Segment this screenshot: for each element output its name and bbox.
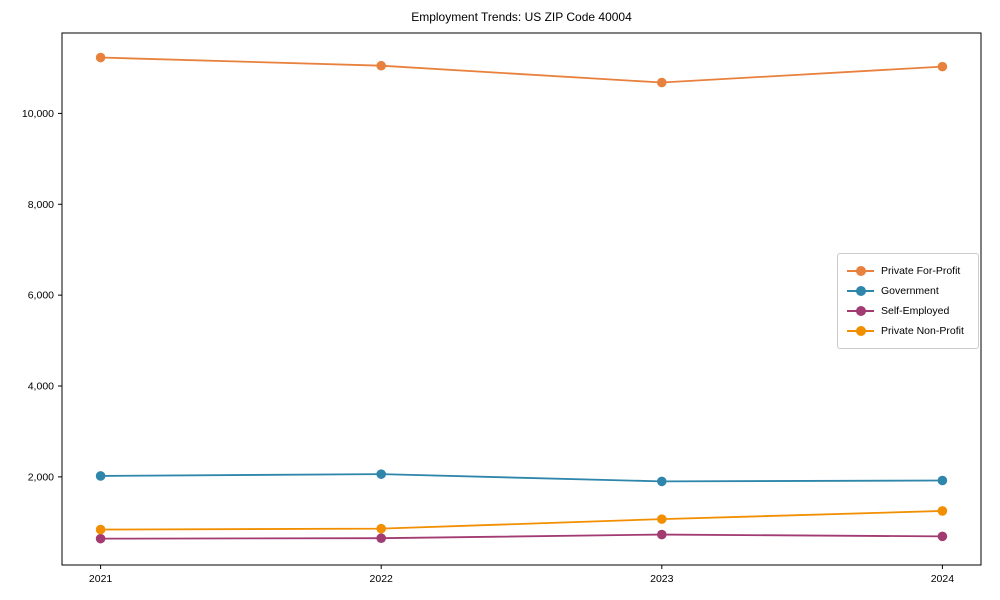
y-tick-label: 2,000	[28, 471, 54, 483]
legend-label: Private Non-Profit	[881, 325, 964, 337]
series-marker-private-non-profit	[376, 523, 386, 534]
legend-swatch-icon	[847, 266, 874, 276]
y-tick-label: 8,000	[28, 199, 54, 211]
series-marker-government	[657, 476, 667, 487]
series-marker-private-non-profit	[95, 524, 106, 535]
series-line-private-non-profit	[100, 510, 943, 531]
series-marker-self-employed	[937, 531, 948, 542]
series-marker-self-employed	[657, 529, 667, 540]
series-marker-government	[937, 475, 948, 486]
x-tick-label: 2022	[370, 573, 394, 585]
y-tick-label: 10,000	[22, 108, 54, 120]
plot-frame	[61, 32, 982, 566]
series-marker-private-for-profit	[657, 77, 667, 88]
legend-swatch-icon	[847, 306, 874, 316]
series-line-private-for-profit	[100, 56, 943, 84]
chart-title: Employment Trends: US ZIP Code 40004	[411, 10, 632, 24]
x-tick-label: 2024	[931, 573, 955, 585]
x-tick-label: 2021	[89, 573, 113, 585]
legend-label: Private For-Profit	[881, 265, 961, 277]
legend-item-private-for-profit: Private For-Profit	[847, 261, 970, 281]
y-tick-label: 4,000	[28, 381, 54, 393]
series-marker-self-employed	[376, 533, 386, 543]
series-marker-self-employed	[95, 533, 106, 544]
y-tick-label: 6,000	[28, 290, 54, 302]
legend-label: Self-Employed	[881, 305, 950, 317]
x-tick-label: 2023	[650, 573, 674, 585]
series-marker-private-for-profit	[95, 52, 106, 63]
series-marker-private-for-profit	[937, 61, 948, 72]
series-marker-government	[376, 469, 386, 479]
series-line-government	[100, 473, 943, 483]
series-line-self-employed	[100, 533, 943, 540]
legend-item-private-non-profit: Private Non-Profit	[847, 321, 970, 341]
legend-item-self-employed: Self-Employed	[847, 301, 970, 321]
series-marker-government	[95, 471, 106, 481]
legend: Private For-Profit Government Self-Employe…	[837, 253, 979, 349]
legend-label: Government	[881, 285, 939, 297]
series-marker-private-non-profit	[937, 506, 948, 516]
series-marker-private-for-profit	[376, 60, 386, 71]
legend-swatch-icon	[847, 326, 874, 336]
legend-item-government: Government	[847, 281, 970, 301]
series-marker-private-non-profit	[657, 514, 667, 524]
legend-swatch-icon	[847, 286, 874, 296]
